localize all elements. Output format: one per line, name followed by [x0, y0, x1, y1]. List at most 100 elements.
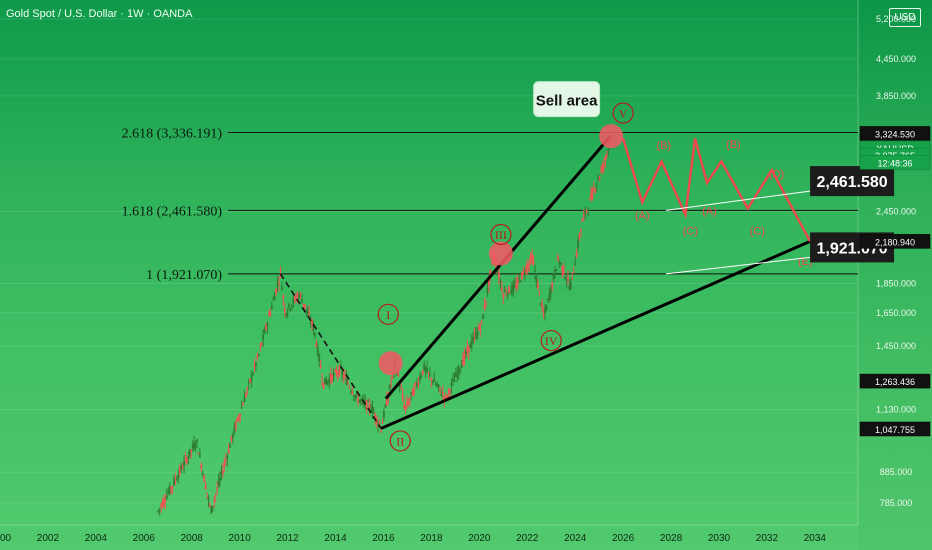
candle-body [211, 506, 214, 508]
candle-body [213, 500, 216, 502]
candle-body [268, 314, 270, 316]
candle-body [564, 277, 567, 279]
candle-body [341, 371, 344, 375]
candle-body [157, 510, 160, 512]
x-tick-label: 2008 [181, 533, 204, 544]
candle-body [557, 256, 559, 261]
candle-body [234, 422, 237, 429]
candle-body [358, 400, 361, 403]
candle-body [489, 269, 492, 275]
candle-body [523, 273, 526, 275]
candle-body [233, 426, 236, 432]
y-tick-label: 2,450.000 [876, 207, 916, 217]
candle-body [549, 286, 552, 295]
candle-body [198, 454, 201, 457]
callout-leader-1921 [665, 256, 811, 275]
x-tick-label: 2026 [612, 533, 635, 544]
candle-body [187, 456, 190, 459]
candle-body [410, 392, 413, 395]
candle-body [420, 376, 423, 378]
candle-body [360, 399, 362, 401]
x-tick-label: 2030 [708, 533, 731, 544]
candle-body [385, 397, 388, 406]
candle-body [529, 255, 532, 259]
price-tag-label: 1,047.755 [875, 425, 915, 435]
candle-body [515, 284, 518, 289]
candle-body [465, 351, 467, 355]
projection-zigzag [621, 138, 812, 242]
price-tag-label: 1,263.436 [875, 377, 915, 387]
candle-body [178, 467, 181, 474]
candle-body [278, 282, 280, 284]
candle-body [424, 367, 427, 371]
candle-body [449, 390, 451, 394]
candle-body [331, 374, 334, 382]
candle-body [433, 378, 436, 383]
candle-body [588, 198, 591, 200]
candle-body [578, 235, 581, 239]
candle-body [472, 336, 474, 342]
candle-body [383, 411, 385, 418]
candle-body [534, 270, 536, 273]
candle-body [418, 376, 421, 380]
candle-body [365, 400, 368, 409]
candle-body [551, 283, 554, 288]
candle-body [508, 286, 510, 293]
candle-body [263, 329, 266, 334]
projection-label: (A) [702, 206, 717, 218]
candle-body [255, 362, 257, 366]
candle-body [490, 262, 493, 264]
projection-label: (D) [769, 168, 784, 180]
candle-body [160, 505, 162, 507]
candle-body [201, 472, 204, 476]
candle-body [282, 296, 285, 299]
candle-body [232, 433, 234, 438]
candle-body [237, 416, 240, 419]
price-tag-bg [859, 126, 931, 141]
candle-body [207, 497, 210, 500]
candle-body [259, 346, 262, 348]
candle-body [592, 188, 595, 190]
candle-body [311, 320, 313, 325]
candle-body [262, 334, 265, 340]
candle-body [319, 366, 322, 369]
dashed-decline-line [279, 273, 382, 429]
candle-body [561, 265, 564, 272]
candle-body [522, 270, 525, 272]
candle-body [355, 393, 358, 395]
candle-body [280, 287, 283, 290]
wave-label-circle [490, 223, 512, 246]
candle-body [604, 155, 607, 160]
candle-body [480, 320, 483, 322]
candle-body [558, 261, 561, 264]
candle-body [552, 274, 555, 280]
candle-body [289, 308, 292, 310]
currency-badge[interactable]: USD [889, 8, 921, 27]
candle-body [381, 422, 384, 424]
candle-body [548, 294, 551, 300]
candle-body [574, 263, 577, 266]
candle-body [416, 382, 418, 386]
candle-body [562, 267, 565, 275]
candle-body [181, 468, 184, 470]
candle-body [321, 378, 324, 380]
candle-body [565, 280, 568, 282]
y-tick-label: 4,450.000 [876, 54, 916, 64]
candle-body [302, 303, 305, 305]
candle-body [528, 262, 531, 266]
candle-body [318, 355, 321, 362]
candle-body [406, 401, 408, 407]
projection-label: (B) [726, 139, 741, 151]
fib-level-label: 1.618 (2,461.580) [122, 204, 223, 219]
candle-body [236, 417, 239, 421]
candle-body [584, 209, 587, 215]
candle-body [485, 300, 487, 302]
candle-body [443, 397, 446, 401]
candle-body [506, 292, 509, 296]
candle-body [377, 423, 380, 426]
candle-body [328, 378, 331, 384]
candle-body [246, 388, 249, 391]
candle-body [338, 366, 341, 376]
candle-body [298, 294, 301, 298]
